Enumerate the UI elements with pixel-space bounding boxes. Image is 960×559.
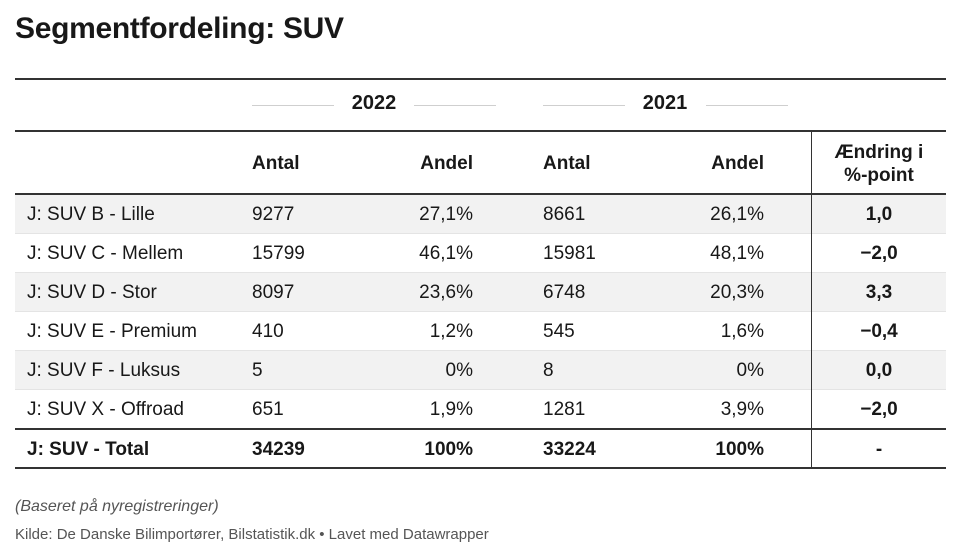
row-share-2022: 27,1% [419, 204, 473, 225]
header-rule [15, 130, 946, 132]
year-2021-line-left [543, 105, 625, 106]
footnote: (Baseret på nyregistreringer) [15, 498, 219, 515]
row-share-2021: 3,9% [720, 399, 764, 420]
row-name: J: SUV E - Premium [27, 321, 197, 342]
col-count-2022: Antal [252, 153, 300, 174]
table-row: J: SUV B - Lille 9277 27,1% 8661 26,1% 1… [15, 195, 946, 234]
total-change: - [875, 439, 883, 460]
row-share-2021: 0% [736, 360, 764, 381]
row-change: −2,0 [860, 243, 898, 264]
row-divider [15, 311, 946, 312]
total-rule [15, 428, 946, 430]
row-count-2021: 8 [543, 360, 554, 381]
col-share-2021: Andel [711, 153, 764, 174]
year-2021-line-right [706, 105, 788, 106]
total-name: J: SUV - Total [27, 439, 150, 460]
col-change-line1: Ændring i [834, 142, 924, 163]
row-name: J: SUV B - Lille [27, 204, 155, 225]
total-share-2021: 100% [715, 439, 764, 460]
row-count-2022: 651 [252, 399, 284, 420]
row-name: J: SUV F - Luksus [27, 360, 181, 381]
row-divider [15, 233, 946, 234]
change-column-divider [811, 131, 812, 469]
row-count-2022: 15799 [252, 243, 305, 264]
row-count-2021: 6748 [543, 282, 586, 303]
row-change: 1,0 [865, 204, 893, 225]
total-count-2022: 34239 [252, 439, 305, 460]
row-change: −2,0 [860, 399, 898, 420]
table-row: J: SUV F - Luksus 5 0% 8 0% 0,0 [15, 351, 946, 390]
year-header-2021: 2021 [642, 92, 688, 114]
table-row: J: SUV C - Mellem 15799 46,1% 15981 48,1… [15, 234, 946, 273]
row-count-2021: 1281 [543, 399, 586, 420]
row-change: −0,4 [860, 321, 898, 342]
table-row: J: SUV X - Offroad 651 1,9% 1281 3,9% −2… [15, 390, 946, 429]
table-row: J: SUV E - Premium 410 1,2% 545 1,6% −0,… [15, 312, 946, 351]
total-row: J: SUV - Total 34239 100% 33224 100% - [15, 430, 946, 469]
row-share-2022: 1,2% [429, 321, 473, 342]
row-count-2021: 8661 [543, 204, 586, 225]
row-share-2022: 0% [445, 360, 473, 381]
row-count-2021: 545 [543, 321, 575, 342]
row-count-2022: 9277 [252, 204, 295, 225]
row-name: J: SUV D - Stor [27, 282, 157, 303]
row-share-2021: 1,6% [720, 321, 764, 342]
col-change: Ændring i %-point [812, 141, 946, 187]
row-divider [15, 350, 946, 351]
bottom-rule [15, 467, 946, 469]
total-share-2022: 100% [424, 439, 473, 460]
table-row: J: SUV D - Stor 8097 23,6% 6748 20,3% 3,… [15, 273, 946, 312]
row-change: 0,0 [865, 360, 893, 381]
row-share-2021: 48,1% [710, 243, 764, 264]
year-2022-line-left [252, 105, 334, 106]
row-divider [15, 272, 946, 273]
total-count-2021: 33224 [543, 439, 596, 460]
col-count-2021: Antal [543, 153, 591, 174]
row-share-2021: 20,3% [710, 282, 764, 303]
row-count-2022: 5 [252, 360, 263, 381]
source-line: Kilde: De Danske Bilimportører, Bilstati… [15, 526, 489, 543]
row-share-2022: 23,6% [419, 282, 473, 303]
col-share-2022: Andel [420, 153, 473, 174]
row-name: J: SUV X - Offroad [27, 399, 184, 420]
row-count-2022: 8097 [252, 282, 295, 303]
top-rule [15, 78, 946, 80]
column-header-rule [15, 193, 946, 195]
page-title: Segmentfordeling: SUV [15, 12, 344, 45]
col-change-line2: %-point [844, 165, 914, 186]
year-2022-line-right [414, 105, 496, 106]
row-divider [15, 389, 946, 390]
row-count-2022: 410 [252, 321, 284, 342]
year-header-2022: 2022 [351, 92, 397, 114]
row-share-2021: 26,1% [710, 204, 764, 225]
row-count-2021: 15981 [543, 243, 596, 264]
row-name: J: SUV C - Mellem [27, 243, 184, 264]
row-share-2022: 46,1% [419, 243, 473, 264]
row-share-2022: 1,9% [429, 399, 473, 420]
row-change: 3,3 [865, 282, 893, 303]
